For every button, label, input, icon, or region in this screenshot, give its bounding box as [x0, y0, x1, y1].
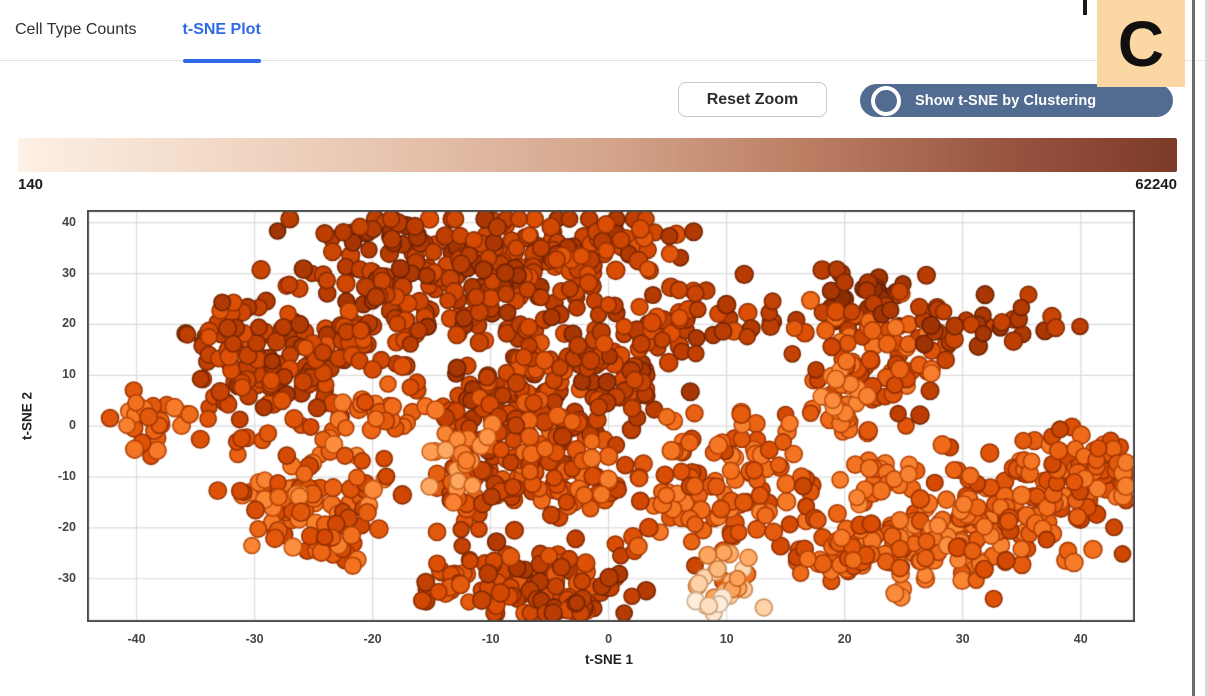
tsne-scatter-canvas[interactable] — [87, 210, 1135, 622]
color-scale-max: 62240 — [1135, 176, 1177, 193]
y-tick-label: 40 — [62, 214, 76, 229]
x-tick-label: -30 — [245, 632, 264, 646]
y-tick-label: -10 — [57, 469, 76, 484]
panel-right-border — [1192, 0, 1195, 696]
y-tick-label: 0 — [69, 418, 76, 433]
y-tick-label: 20 — [62, 316, 76, 331]
y-tick-label: -30 — [57, 570, 76, 585]
x-tick-label: 0 — [605, 632, 613, 646]
tab-cell-type-counts[interactable]: Cell Type Counts — [15, 21, 137, 38]
y-tick-label: 10 — [62, 367, 76, 382]
y-tick-label: 30 — [62, 265, 76, 280]
x-tick-label: 10 — [719, 632, 734, 646]
toggle-knob-icon[interactable] — [871, 85, 901, 116]
x-axis-label: t-SNE 1 — [584, 652, 633, 667]
color-scale-min: 140 — [18, 176, 44, 193]
x-tick-label: -10 — [481, 632, 500, 646]
reset-zoom-button[interactable]: Reset Zoom — [678, 82, 827, 117]
top-edge-mark — [1083, 0, 1087, 15]
tab-tsne-plot[interactable]: t-SNE Plot — [182, 0, 261, 63]
x-tick-label: 30 — [955, 632, 970, 646]
color-scale-bar — [18, 138, 1177, 172]
x-tick-label: 40 — [1073, 632, 1088, 646]
y-axis-label: t-SNE 2 — [19, 391, 35, 441]
x-tick-label: -40 — [127, 632, 146, 646]
y-tick-label: -20 — [57, 519, 76, 534]
x-tick-label: -20 — [363, 632, 382, 646]
clustering-toggle[interactable]: Show t-SNE by Clustering — [860, 84, 1173, 117]
color-scale-labels: 140 62240 — [18, 176, 1177, 193]
tsne-plot-area: t-SNE 1 t-SNE 2 -40 -30 -20 -10 0 10 20 30 40 -30… — [0, 200, 1208, 696]
x-tick-label: 20 — [837, 632, 852, 646]
tab-bar: Cell Type Counts t-SNE Plot — [0, 0, 1208, 63]
panel-right-border-outer — [1205, 0, 1208, 696]
toggle-label: Show t-SNE by Clustering — [915, 92, 1097, 109]
panel-letter-badge: C — [1097, 0, 1185, 87]
